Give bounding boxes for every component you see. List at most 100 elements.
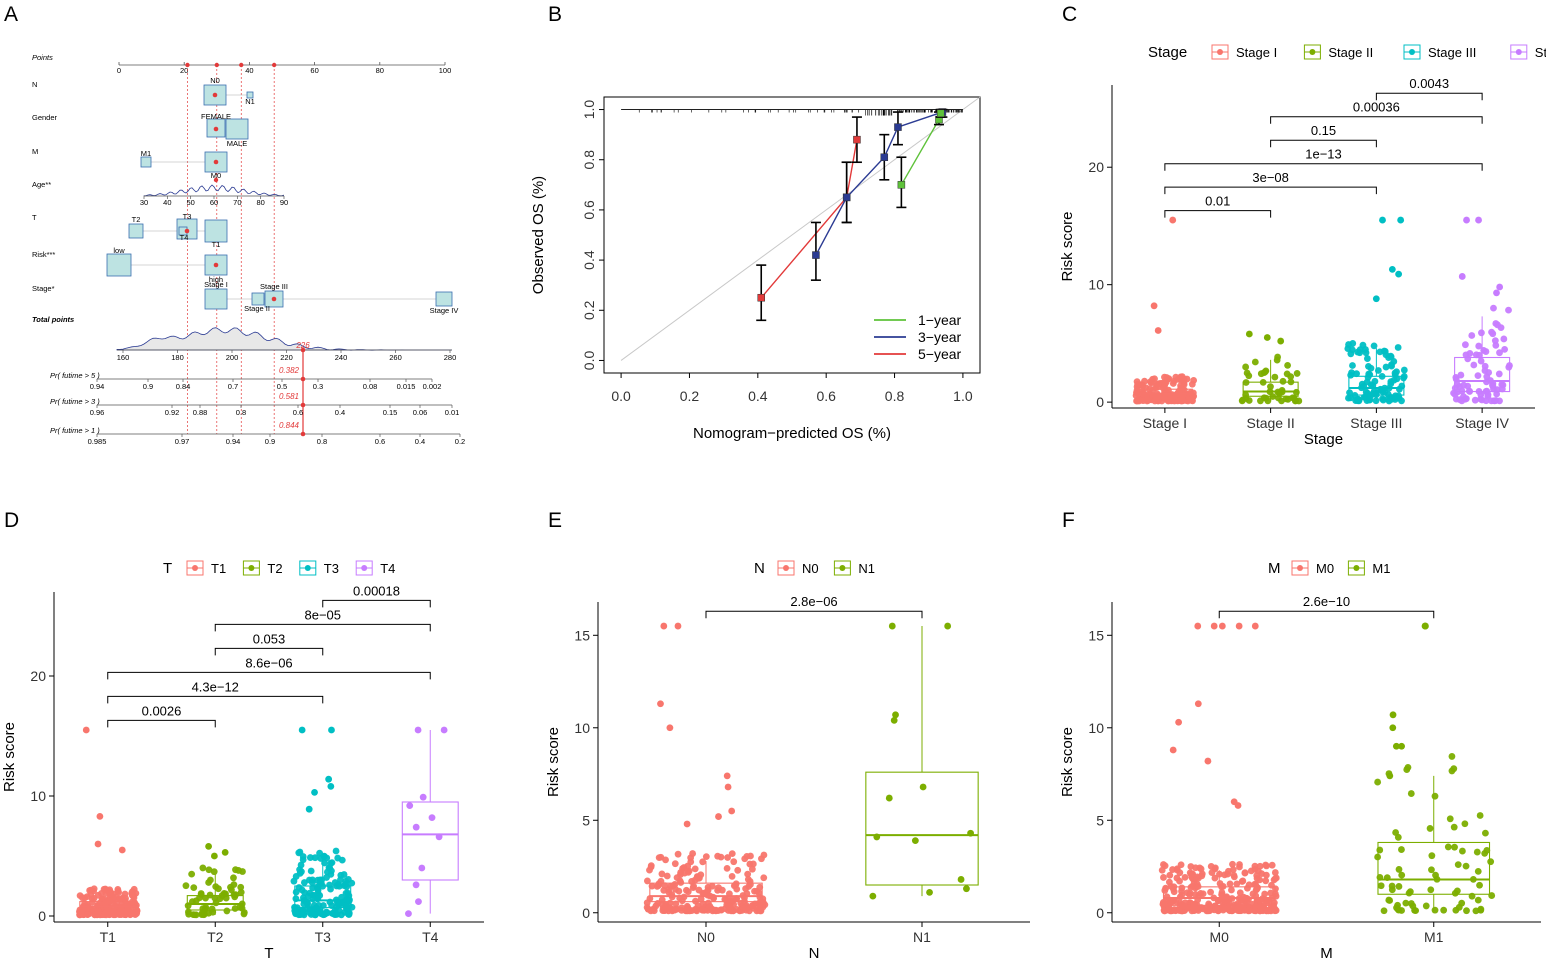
boxplot-outlier-point (96, 813, 104, 820)
boxplot-point (687, 858, 695, 866)
boxplot-point (681, 869, 689, 877)
boxplot-point (1133, 386, 1141, 394)
boxplot-point (643, 877, 651, 885)
boxplot-point (1236, 889, 1244, 897)
boxplot-point (1483, 373, 1491, 380)
boxplot-point (1199, 890, 1207, 898)
nomogram-var-label: Age** (32, 180, 51, 189)
boxplot-point (647, 862, 655, 870)
boxplot-point (1356, 349, 1364, 357)
comparison-pvalue: 0.00036 (1353, 100, 1400, 115)
boxplot-point (1390, 358, 1398, 365)
boxplot-outlier-point (405, 910, 412, 917)
legend-label: Stage II (1328, 45, 1373, 60)
comparison-pvalue: 8e−05 (304, 607, 341, 622)
boxplot-y-tick-label: 15 (574, 627, 590, 643)
boxplot-point (672, 900, 680, 908)
boxplot-outlier-point (944, 622, 952, 630)
legend-key-point (839, 565, 846, 571)
boxplot-point (84, 911, 91, 918)
nomogram-prob-tick-label: 0.3 (313, 382, 323, 391)
boxplot-point (314, 886, 322, 894)
boxplot-point (348, 903, 356, 911)
boxplot-point (109, 907, 117, 915)
legend-key-point (1309, 49, 1316, 55)
nomogram-prob-tick-label: 0.985 (88, 437, 107, 446)
boxplot-outlier-point (1251, 622, 1259, 630)
calibration-y-label: Observed OS (%) (530, 176, 547, 294)
boxplot-point (1363, 378, 1371, 386)
boxplot-outlier-point (888, 622, 896, 630)
boxplot-point (1380, 907, 1388, 915)
boxplot-outlier-point (1493, 289, 1500, 297)
boxplot-point (1471, 396, 1479, 404)
boxplot-outlier-point (869, 892, 877, 900)
legend-key-point (192, 565, 198, 571)
boxplot-point (723, 864, 731, 872)
boxplot-point (1372, 397, 1380, 405)
nomogram-level-m1: M1 (141, 149, 151, 158)
boxplot-x-tick-label: N1 (913, 929, 931, 945)
calibration-x-tick-label: 0.0 (611, 388, 631, 404)
boxplot-x-tick-label: T1 (100, 929, 117, 945)
calibration-x-tick-label: 0.4 (748, 388, 768, 404)
nomogram-total-tick-label: 160 (117, 353, 130, 362)
boxplot-point (1267, 383, 1274, 391)
boxplot-outlier-point (1463, 216, 1470, 224)
boxplot-point (1474, 372, 1482, 380)
nomogram-prob-dot (300, 376, 306, 382)
panel-letter-d: D (4, 509, 19, 532)
comparison-bracket (1218, 610, 1435, 619)
nomogram-prob-tick-label: 0.5 (277, 382, 287, 391)
boxplot-point (665, 886, 673, 893)
nomogram-level-t1: T1 (212, 240, 221, 249)
boxplot-point (1134, 380, 1141, 388)
boxplot-point (673, 905, 681, 913)
panel-letter-c: C (1062, 3, 1077, 26)
boxplot-y-label: Risk score (1059, 211, 1076, 281)
calibration-frame (603, 96, 981, 374)
nomogram-var-label: T (32, 213, 37, 222)
boxplot-point (1468, 332, 1476, 339)
boxplot-point (209, 908, 217, 916)
calibration-x-label: Nomogram−predicted OS (%) (693, 425, 891, 442)
boxplot-x-tick-label: N0 (697, 929, 715, 945)
boxplot-outlier-point (415, 898, 422, 905)
boxplot-point (1472, 351, 1480, 359)
boxplot-point (1460, 381, 1468, 389)
boxplot-point (1385, 896, 1393, 904)
boxplot-point (329, 910, 337, 917)
boxplot-point (1453, 887, 1461, 895)
boxplot-point (1192, 890, 1199, 898)
boxplot-x-label: Stage (1304, 431, 1343, 448)
boxplot-point (737, 899, 745, 907)
boxplot-point (1273, 356, 1281, 364)
boxplot-outlier-point (428, 814, 436, 821)
boxplot-point (721, 895, 729, 903)
calibration-legend-label: 1−year (918, 312, 962, 328)
boxplot-point (309, 884, 317, 892)
boxplot-outlier-point (1169, 216, 1177, 224)
boxplot-point (1160, 874, 1167, 881)
nomogram-total-dot (300, 347, 306, 353)
boxplot-point (216, 895, 224, 903)
boxplot-point (1245, 372, 1253, 380)
calibration-x-tick-label: 0.6 (816, 388, 836, 404)
boxplot-point (1256, 907, 1264, 915)
boxplot-point (1267, 889, 1275, 897)
boxplot-point (323, 868, 331, 876)
boxplot-point (1190, 901, 1198, 908)
boxplot-point (1387, 380, 1395, 388)
boxplot-outlier-point (1245, 330, 1253, 338)
nomogram-age-tick-label: 60 (210, 198, 218, 207)
calibration-y-tick-label: 0.6 (581, 200, 597, 220)
boxplot-point (210, 868, 218, 876)
boxplot-point (648, 882, 656, 890)
boxplot-point (1490, 385, 1497, 393)
boxplot-outlier-point (1397, 216, 1405, 224)
boxplot-outlier-point (683, 820, 691, 828)
boxplot-x-tick-label: T3 (315, 929, 332, 945)
comparison-pvalue: 0.0043 (1409, 76, 1449, 91)
comparison-bracket (214, 647, 324, 656)
boxplot-outlier-point (666, 724, 674, 732)
